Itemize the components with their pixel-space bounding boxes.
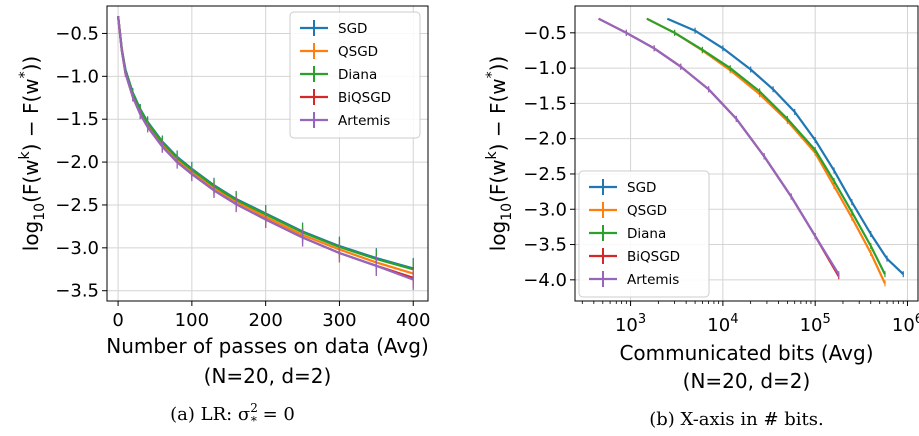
chart-b: 103 104 105 106 −0.5 −1.0 −1.5 −2.0 −2.5 −3.0 −3.5… xyxy=(484,5,919,430)
a-subtitle: (N=20, d=2) xyxy=(204,364,332,388)
b-subtitle: (N=20, d=2) xyxy=(683,369,811,393)
b-xtick-label-2: 105 xyxy=(800,312,831,336)
legend-label: BiQSGD xyxy=(338,90,391,106)
b-legend-item-sgd: SGD xyxy=(589,179,656,196)
b-legend-item-biqsgd: BiQSGD xyxy=(589,248,680,265)
a-ytick-label-0: −0.5 xyxy=(55,23,99,44)
legend-label: Diana xyxy=(338,67,377,83)
a-plot-frame xyxy=(106,5,429,302)
a-xtick-label-1: 100 xyxy=(175,310,209,331)
a-xtick-label-4: 400 xyxy=(396,310,430,331)
b-legend-item-diana: Diana xyxy=(589,225,666,242)
a-ytick-label-2: −1.5 xyxy=(55,109,99,130)
b-ytick-label-5: −3.0 xyxy=(523,199,567,220)
legend-label: Artemis xyxy=(338,113,390,129)
b-xtick-label-3: 106 xyxy=(892,312,919,336)
a-legend-item-qsgd: QSGD xyxy=(300,43,378,60)
b-xlabel: Communicated bits (Avg) xyxy=(619,341,873,365)
b-ytick-label-7: −4.0 xyxy=(523,270,567,291)
legend-label: QSGD xyxy=(338,44,378,60)
b-ytick-label-6: −3.5 xyxy=(523,235,567,256)
b-ytick-label-2: −1.5 xyxy=(523,93,567,114)
a-ytick-label-3: −2.0 xyxy=(55,152,99,173)
a-legend-item-diana: Diana xyxy=(300,66,377,83)
a-legend: SGD QSGD Diana BiQSGD Artemis xyxy=(289,11,421,139)
legend-label: SGD xyxy=(627,180,656,196)
legend-label: SGD xyxy=(338,21,367,37)
b-ytick-label-3: −2.0 xyxy=(523,129,567,150)
b-ytick-label-4: −2.5 xyxy=(523,164,567,185)
b-series-artemis xyxy=(598,17,840,275)
a-xtick-label-3: 300 xyxy=(322,310,356,331)
b-legend-item-qsgd: QSGD xyxy=(589,202,667,219)
b-ylabel: log10(F(wk) − F(w*)) xyxy=(484,56,515,251)
a-xtick-label-0: 0 xyxy=(112,310,123,331)
b-plot-frame xyxy=(574,5,919,302)
a-ytick-label-5: −3.0 xyxy=(55,238,99,259)
a-series-artemis xyxy=(117,16,414,281)
a-ytick-label-1: −1.0 xyxy=(55,66,99,87)
a-ytick-label-6: −3.5 xyxy=(55,281,99,302)
b-ytick-label-0: −0.5 xyxy=(523,23,567,44)
b-series-sgd xyxy=(666,17,905,275)
a-legend-box xyxy=(289,11,421,139)
a-legend-item-biqsgd: BiQSGD xyxy=(300,89,391,106)
b-legend: SGD QSGD Diana BiQSGD Artemis xyxy=(578,170,710,298)
b-xtick-label-1: 104 xyxy=(707,312,738,336)
a-xlabel: Number of passes on data (Avg) xyxy=(106,334,429,358)
legend-label: BiQSGD xyxy=(627,249,680,265)
chart-a: 0 100 200 300 400 −0.5 −1.0 −1.5 −2.0 −2.5 −3.0 −3.… xyxy=(17,5,430,428)
b-legend-item-artemis: Artemis xyxy=(589,271,679,288)
a-legend-item-sgd: SGD xyxy=(300,20,367,37)
b-legend-box xyxy=(578,170,710,298)
legend-label: Diana xyxy=(627,226,666,242)
b-ytick-label-1: −1.0 xyxy=(523,58,567,79)
a-caption: (a) LR: σ2 * = 0 xyxy=(170,401,295,428)
a-ylabel: log10(F(wk) − F(w*)) xyxy=(17,56,48,251)
legend-label: Artemis xyxy=(627,272,679,288)
a-xtick-label-2: 200 xyxy=(248,310,282,331)
b-caption: (b) X-axis in # bits. xyxy=(649,409,824,430)
a-ytick-label-4: −2.5 xyxy=(55,195,99,216)
a-legend-item-artemis: Artemis xyxy=(300,112,390,129)
b-xtick-label-0: 103 xyxy=(615,312,646,336)
legend-label: QSGD xyxy=(627,203,667,219)
